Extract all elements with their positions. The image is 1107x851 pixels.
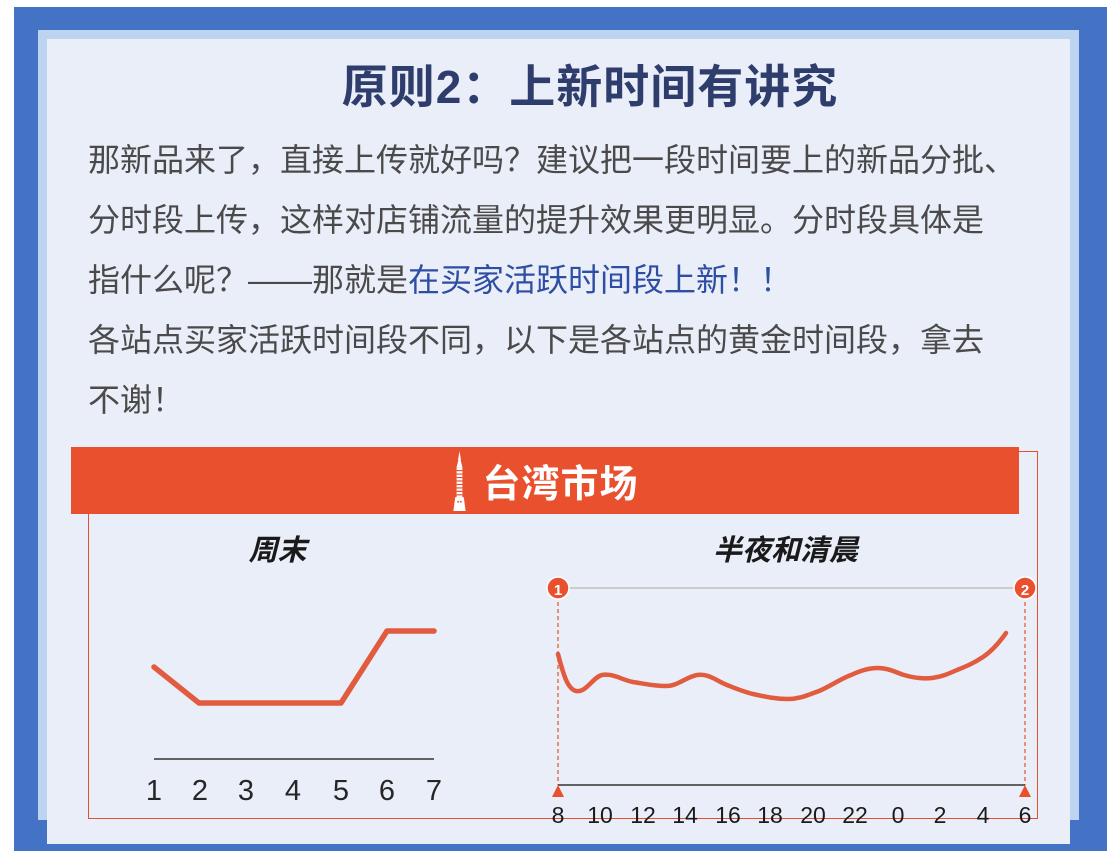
- svg-text:18: 18: [757, 802, 783, 828]
- svg-text:1: 1: [146, 775, 162, 807]
- svg-text:2: 2: [192, 775, 208, 807]
- svg-text:8: 8: [552, 802, 565, 828]
- svg-text:0: 0: [892, 802, 905, 828]
- svg-text:1: 1: [554, 582, 562, 599]
- svg-text:5: 5: [333, 775, 349, 807]
- svg-text:2: 2: [934, 802, 947, 828]
- svg-text:14: 14: [672, 802, 698, 828]
- svg-text:22: 22: [842, 802, 868, 828]
- svg-text:3: 3: [238, 775, 254, 807]
- svg-text:6: 6: [379, 775, 395, 807]
- svg-text:4: 4: [285, 775, 301, 807]
- svg-text:12: 12: [630, 802, 656, 828]
- svg-text:16: 16: [715, 802, 741, 828]
- svg-text:6: 6: [1019, 802, 1032, 828]
- svg-text:4: 4: [977, 802, 990, 828]
- svg-text:20: 20: [800, 802, 826, 828]
- svg-text:2: 2: [1021, 582, 1029, 599]
- svg-text:10: 10: [587, 802, 613, 828]
- svg-text:7: 7: [426, 775, 442, 807]
